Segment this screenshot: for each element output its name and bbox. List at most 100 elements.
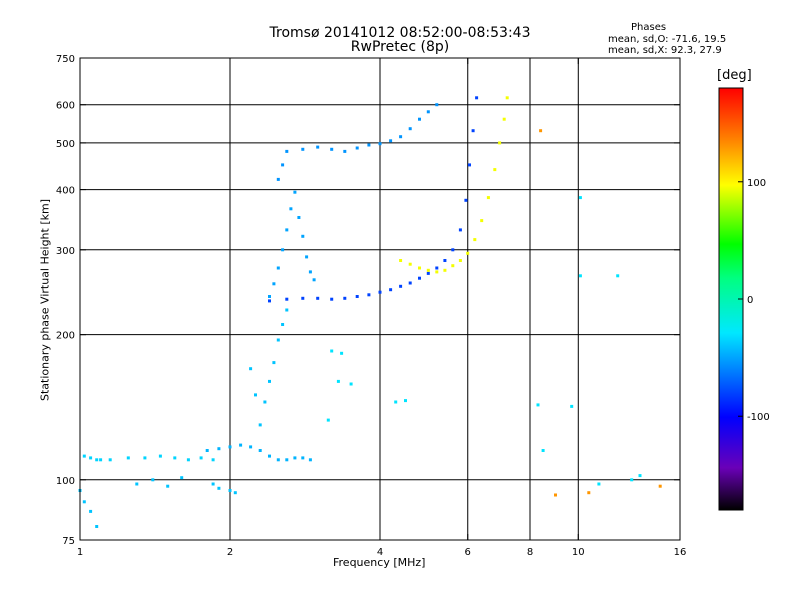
data-point	[281, 323, 285, 326]
axes: 1 2 4 6 8 10 16 75 100 200 300 400 500 600 750	[56, 54, 686, 558]
data-point	[186, 458, 190, 462]
data-point	[389, 139, 393, 143]
data-point	[426, 110, 430, 114]
data-point	[293, 190, 297, 194]
data-point	[82, 454, 86, 458]
data-point	[180, 476, 184, 480]
data-point	[486, 196, 490, 200]
data-point	[475, 96, 479, 100]
data-point	[330, 297, 334, 301]
data-point	[316, 145, 320, 149]
x-tick-label: 8	[527, 547, 533, 558]
data-point	[367, 293, 371, 297]
grid-lines	[80, 58, 680, 540]
data-point	[301, 456, 305, 460]
data-point	[408, 281, 412, 285]
data-point	[464, 198, 468, 202]
data-point	[95, 525, 99, 528]
chart-title: Tromsø 20141012 08:52:00-08:53:43	[269, 25, 531, 41]
phase-stats-o-mode: mean, sd,O: -71.6, 19.5	[608, 34, 727, 45]
data-point	[301, 147, 305, 151]
data-point	[166, 484, 170, 488]
data-point	[151, 478, 155, 482]
x-tick-label: 1	[77, 547, 83, 558]
data-point	[217, 486, 221, 490]
colorbar-tick-label: 100	[747, 178, 766, 189]
phase-stats-x-mode: mean, sd,X: 92.3, 27.9	[608, 45, 722, 56]
y-tick-label: 600	[56, 101, 75, 112]
data-point	[502, 117, 506, 121]
data-point	[616, 274, 620, 278]
data-point	[268, 379, 271, 383]
data-point	[378, 142, 382, 146]
data-point	[268, 299, 271, 303]
data-point	[435, 266, 439, 270]
data-point	[316, 296, 320, 300]
data-point	[330, 147, 334, 151]
data-point	[211, 482, 215, 486]
data-point	[285, 308, 289, 312]
data-point	[89, 509, 93, 513]
y-tick-label: 200	[56, 331, 75, 342]
data-point	[480, 219, 484, 223]
data-point	[630, 478, 634, 482]
data-point	[578, 196, 582, 200]
x-tick-label: 16	[674, 547, 687, 558]
data-point	[326, 418, 330, 422]
data-point	[276, 177, 280, 181]
colorbar-tick-label: -100	[747, 412, 770, 423]
data-point	[268, 295, 271, 298]
x-tick-label: 4	[377, 547, 383, 558]
data-point	[211, 458, 215, 462]
data-point	[293, 456, 297, 460]
data-point	[426, 268, 430, 272]
data-point	[268, 454, 271, 458]
data-point	[443, 259, 447, 262]
data-point	[285, 149, 289, 153]
data-point	[312, 278, 316, 282]
data-point	[258, 423, 262, 427]
data-point	[418, 276, 421, 280]
colorbar-ticks: 100 0 -100	[738, 178, 770, 423]
data-point	[289, 207, 293, 211]
colorbar-tick-label: 0	[747, 295, 753, 306]
data-point	[343, 296, 347, 300]
data-point	[95, 458, 99, 462]
data-point	[451, 248, 455, 252]
data-point	[367, 143, 371, 147]
data-point	[418, 117, 421, 121]
data-point	[340, 351, 344, 355]
data-point	[276, 338, 280, 342]
data-point	[249, 367, 253, 371]
y-tick-label: 100	[56, 476, 75, 487]
data-point	[217, 447, 221, 451]
data-point	[394, 400, 398, 404]
data-point	[228, 489, 232, 492]
data-point	[239, 443, 243, 447]
data-point	[399, 284, 403, 288]
data-point	[466, 251, 470, 255]
data-point	[297, 216, 301, 219]
data-point	[349, 382, 353, 386]
data-point	[458, 228, 462, 232]
data-point	[254, 393, 257, 397]
y-tick-label: 500	[56, 139, 75, 150]
data-point	[426, 271, 430, 275]
data-point	[443, 268, 447, 272]
data-point	[281, 163, 285, 167]
data-point	[355, 295, 359, 298]
data-point	[233, 491, 237, 495]
x-tick-label: 10	[572, 547, 585, 558]
data-point	[272, 282, 276, 286]
data-point	[126, 456, 130, 460]
y-tick-label: 300	[56, 246, 75, 257]
data-point	[468, 163, 471, 167]
data-point	[308, 270, 312, 274]
data-point	[285, 458, 289, 462]
data-point	[108, 458, 112, 462]
x-axis-label: Frequency [MHz]	[333, 556, 426, 569]
data-point	[505, 96, 509, 100]
data-point	[536, 403, 540, 407]
colorbar-unit: [deg]	[717, 68, 752, 83]
data-point	[578, 274, 582, 278]
